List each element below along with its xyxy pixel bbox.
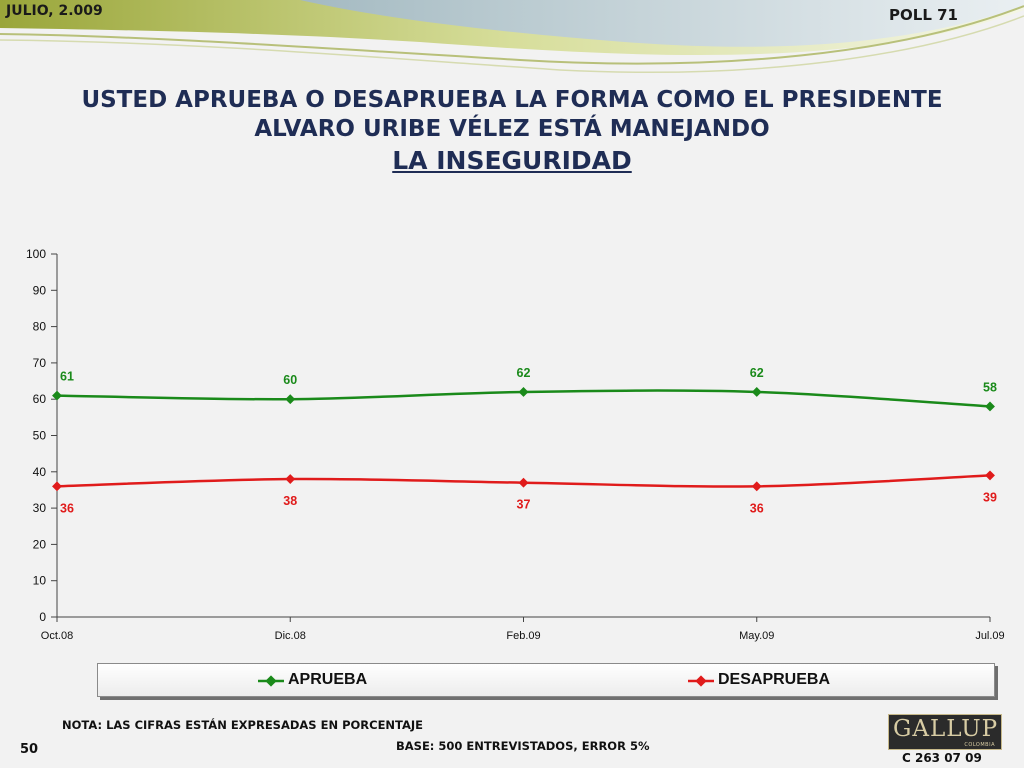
report-date: JULIO, 2.009: [6, 3, 103, 19]
x-tick-label: Jul.09: [975, 630, 1004, 642]
document-code: C 263 07 09: [902, 751, 982, 765]
title-line-3: LA INSEGURIDAD: [392, 146, 632, 175]
y-tick-label: 60: [33, 392, 47, 406]
data-point-desaprueba: [52, 481, 62, 492]
data-label-desaprueba: 37: [517, 498, 531, 512]
y-tick-label: 0: [39, 610, 46, 624]
x-tick-label: Feb.09: [506, 630, 540, 642]
y-tick-label: 10: [33, 574, 47, 588]
legend-aprueba-swatch-icon: [258, 675, 284, 687]
data-label-desaprueba: 39: [983, 490, 997, 504]
data-label-desaprueba: 36: [750, 501, 764, 515]
page-number: 50: [20, 742, 39, 757]
title-line-1: USTED APRUEBA O DESAPRUEBA LA FORMA COMO…: [81, 87, 943, 113]
y-tick-label: 90: [33, 283, 47, 297]
line-chart: 0 10 20 30 40 50 60 70 80 90 100 Oct.08 Dic.08 Feb.09…: [26, 247, 1005, 642]
data-label-desaprueba: 38: [283, 494, 297, 508]
logo-subtitle: COLOMBIA: [964, 742, 995, 748]
y-tick-label: 80: [33, 320, 47, 334]
data-point-desaprueba: [751, 481, 762, 492]
data-point-desaprueba: [518, 477, 529, 488]
sample-base: BASE: 500 ENTREVISTADOS, ERROR 5%: [396, 739, 650, 753]
title-line-2: ALVARO URIBE VÉLEZ ESTÁ MANEJANDO: [254, 116, 770, 142]
y-tick-label: 70: [33, 356, 47, 370]
data-label-aprueba: 58: [983, 380, 997, 394]
x-tick-label: Dic.08: [275, 630, 306, 642]
legend-desaprueba-swatch-icon: [688, 675, 714, 687]
legend-item-aprueba: APRUEBA: [258, 671, 367, 689]
chart-title: USTED APRUEBA O DESAPRUEBA LA FORMA COMO…: [0, 86, 1024, 178]
header-banner-decoration: [0, 0, 1024, 73]
data-label-aprueba: 61: [60, 370, 74, 384]
poll-number: POLL 71: [889, 6, 958, 24]
y-tick-label: 50: [33, 429, 47, 443]
data-point-aprueba: [518, 386, 529, 397]
y-tick-label: 100: [26, 247, 46, 261]
data-label-aprueba: 62: [750, 366, 764, 380]
y-tick-label: 40: [33, 465, 47, 479]
data-point-aprueba: [751, 386, 762, 397]
data-label-desaprueba: 36: [60, 501, 74, 515]
y-tick-label: 30: [33, 501, 47, 515]
data-point-desaprueba: [285, 474, 296, 485]
data-point-aprueba: [285, 394, 296, 405]
legend-label-desaprueba: DESAPRUEBA: [718, 671, 831, 688]
footer-note: NOTA: LAS CIFRAS ESTÁN EXPRESADAS EN POR…: [62, 718, 424, 732]
x-tick-label: Oct.08: [41, 630, 73, 642]
gallup-logo: GALLUP COLOMBIA: [888, 714, 1002, 750]
legend-label-aprueba: APRUEBA: [288, 671, 368, 688]
logo-name: GALLUP: [893, 716, 999, 742]
legend-item-desaprueba: DESAPRUEBA: [688, 671, 830, 689]
x-tick-label: May.09: [739, 630, 774, 642]
data-point-desaprueba: [985, 470, 995, 481]
data-label-aprueba: 60: [283, 373, 297, 387]
data-point-aprueba: [985, 401, 995, 412]
data-label-aprueba: 62: [517, 366, 531, 380]
y-tick-label: 20: [33, 537, 47, 551]
chart-legend: APRUEBA DESAPRUEBA: [97, 663, 995, 697]
